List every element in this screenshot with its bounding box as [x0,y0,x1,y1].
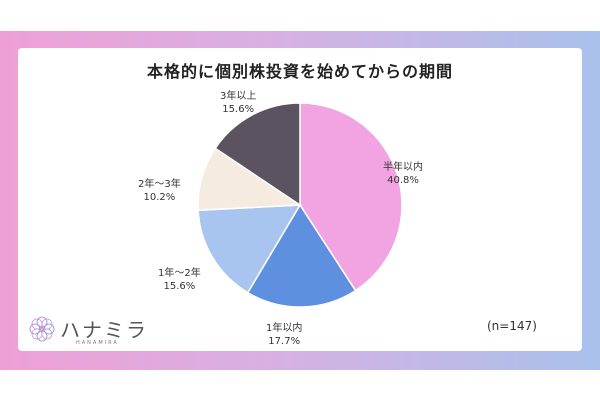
slice-label-three-plus-years: 3年以上 15.6% [220,90,256,116]
slice-value: 15.6% [222,104,255,115]
pie-slice-three-plus-years [214,102,301,207]
slice-label-one-year: 1年以内 17.7% [266,322,302,348]
sample-size-note: (n=147) [487,319,537,333]
slice-label-two-three-years: 2年〜3年 10.2% [138,178,181,204]
slice-name: 2年〜3年 [138,179,181,190]
slice-name: 3年以上 [220,91,257,102]
pie-slice-one-year [246,203,357,308]
slice-name: 1年〜2年 [158,268,201,279]
slice-label-half-year: 半年以内 40.8% [383,161,423,187]
slice-name: 半年以内 [383,162,423,173]
chart-card: 本格的に個別株投資を始めてからの期間 半年以内 40.8% 1年以内 17.7%… [18,48,582,351]
pie-chart [197,102,403,308]
slice-name: 1年以内 [266,323,303,334]
pie-slice-one-two-years [197,204,302,294]
chart-title: 本格的に個別株投資を始めてからの期間 [146,62,453,81]
slice-label-one-two-years: 1年〜2年 15.6% [158,267,201,293]
hanamira-flower-logo-icon [29,316,55,342]
slice-value: 17.7% [268,336,301,347]
brand-subtitle: HANAMIRA [76,340,119,346]
slice-value: 40.8% [387,175,419,186]
slice-value: 10.2% [143,192,176,203]
slice-value: 15.6% [163,281,196,292]
brand-name: ハナミラ [60,318,148,342]
